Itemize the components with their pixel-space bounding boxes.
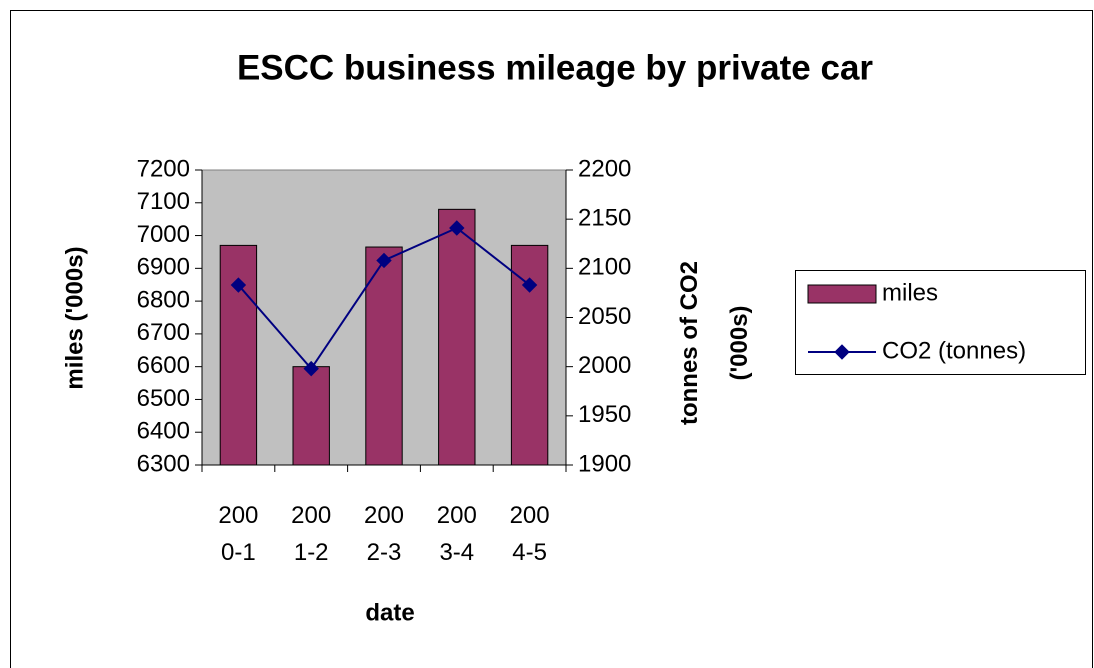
legend-label: miles xyxy=(882,279,938,306)
chart-title: ESCC business mileage by private car xyxy=(237,48,873,87)
y2-tick-label: 2200 xyxy=(578,155,631,182)
x-tick-label: 2001-2 xyxy=(291,502,332,566)
line-marker xyxy=(230,277,247,293)
y2-axis-title: tonnes of CO2 ('000s) xyxy=(676,261,753,426)
line-marker xyxy=(376,252,392,269)
legend-marker xyxy=(834,344,850,360)
y-tick-label: 6400 xyxy=(137,418,190,445)
x-tick-label: 2004-5 xyxy=(509,502,550,566)
legend-label: CO2 (tonnes) xyxy=(882,337,1026,364)
legend-swatch xyxy=(807,284,877,304)
y-tick-label: 7200 xyxy=(137,155,190,182)
x-axis-title: date xyxy=(365,599,414,626)
y-tick-label: 6900 xyxy=(137,254,190,281)
y2-tick-label: 2000 xyxy=(578,352,631,379)
bar xyxy=(365,246,403,466)
y-tick-label: 6800 xyxy=(137,286,190,313)
bar xyxy=(292,366,330,466)
x-tick-label: 2000-1 xyxy=(218,502,259,566)
line-marker xyxy=(449,220,465,236)
bar xyxy=(219,244,258,466)
y2-tick-label: 1950 xyxy=(578,401,631,428)
y-tick-label: 6300 xyxy=(137,450,190,477)
y-tick-label: 6600 xyxy=(137,352,190,379)
x-tick-label: 2002-3 xyxy=(363,502,405,566)
y-tick-label: 7000 xyxy=(137,221,190,248)
y2-tick-label: 2050 xyxy=(578,303,631,330)
y2-tick-label: 1900 xyxy=(578,450,631,477)
y-tick-label: 6500 xyxy=(137,385,190,412)
y-axis-title: miles ('000s) xyxy=(61,246,88,389)
x-tick-label: 2003-4 xyxy=(436,502,477,566)
y2-tick-label: 2150 xyxy=(578,205,631,232)
line-marker xyxy=(303,360,319,377)
bar xyxy=(438,208,476,466)
y-tick-label: 6700 xyxy=(137,319,190,346)
y-tick-label: 7100 xyxy=(137,188,190,215)
y2-tick-label: 2100 xyxy=(578,254,631,281)
line-marker xyxy=(521,277,538,293)
